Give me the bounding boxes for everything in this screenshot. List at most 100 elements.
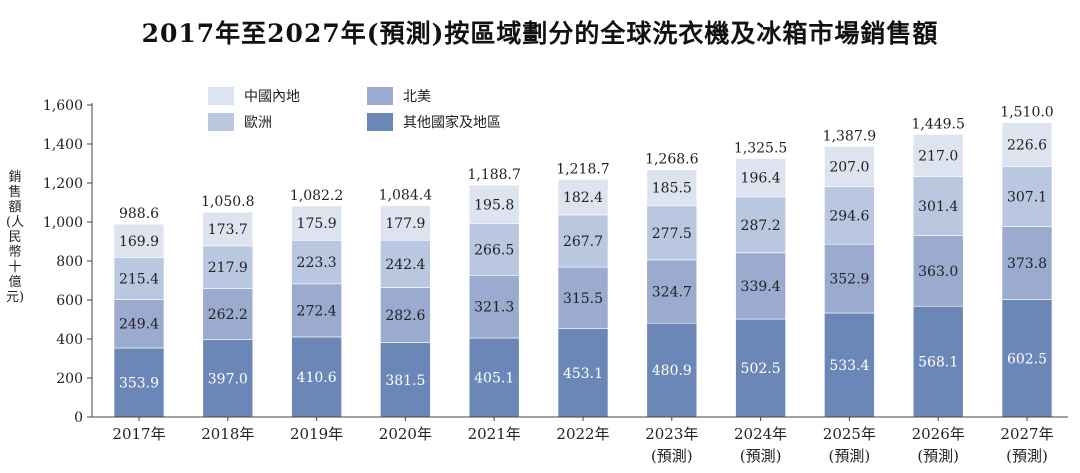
data-label: 324.7 xyxy=(652,285,692,301)
legend-swatch xyxy=(208,113,234,131)
bar-segment xyxy=(380,239,431,288)
data-label: 307.1 xyxy=(1007,190,1047,206)
y-tick-label: 400 xyxy=(56,332,83,348)
data-label: 177.9 xyxy=(385,216,425,232)
bars-group: 353.9 249.4 215.4 169.9 988.6 397.0 262.2 217.9… xyxy=(113,105,1054,418)
data-label: 277.5 xyxy=(652,226,692,242)
x-tick-label: 2020年 xyxy=(379,425,432,443)
data-label: 266.5 xyxy=(474,242,514,258)
data-label: 262.2 xyxy=(208,307,248,323)
data-label: 363.0 xyxy=(918,264,958,280)
y-tick-label: 1,600 xyxy=(43,98,83,114)
x-tick-label: 2017年 xyxy=(112,425,165,443)
y-tick-label: 600 xyxy=(56,293,83,309)
data-label: 353.9 xyxy=(119,375,159,391)
data-label: 339.4 xyxy=(741,279,781,295)
data-label: 217.9 xyxy=(208,260,248,276)
data-label: 321.3 xyxy=(474,300,514,316)
data-label: 195.8 xyxy=(474,197,514,213)
data-label: 226.6 xyxy=(1007,138,1047,154)
bar-segment xyxy=(291,239,342,285)
bar-segment xyxy=(735,252,786,320)
bar-segment xyxy=(468,184,520,224)
total-label: 1,218.7 xyxy=(556,161,609,177)
total-label: 1,084.4 xyxy=(379,188,433,204)
bar-segment xyxy=(557,328,609,418)
data-label: 480.9 xyxy=(652,363,692,379)
y-tick-label: 1,000 xyxy=(43,215,83,231)
data-label: 533.4 xyxy=(829,358,869,374)
bar-segment xyxy=(468,275,520,339)
data-label: 249.4 xyxy=(119,317,159,333)
y-tick-label: 200 xyxy=(56,371,83,387)
x-tick-label: 2026年 xyxy=(912,425,965,443)
data-label: 217.0 xyxy=(918,149,958,165)
data-label: 173.7 xyxy=(208,222,248,238)
y-axis-label: 銷售額(人民幣十億元) xyxy=(6,170,25,305)
data-label: 602.5 xyxy=(1007,351,1047,367)
y-tick-label: 1,400 xyxy=(43,137,83,153)
x-tick-note: (預測) xyxy=(1006,447,1048,465)
legend-label: 北美 xyxy=(403,89,431,105)
legend-swatch xyxy=(367,113,393,131)
bar-segment xyxy=(735,158,786,198)
bar-segment xyxy=(1001,122,1053,168)
total-label: 1,050.8 xyxy=(201,194,254,210)
bar-segment xyxy=(646,169,698,207)
bar-segment xyxy=(113,223,165,258)
data-label: 352.9 xyxy=(829,272,869,288)
bar-segment xyxy=(912,134,964,177)
bar-segment xyxy=(824,146,875,188)
bar-segment xyxy=(646,259,698,324)
bar-segment xyxy=(291,283,342,338)
y-tick-label: 1,200 xyxy=(43,176,83,192)
total-label: 1,268.6 xyxy=(645,152,699,168)
x-tick-label: 2019年 xyxy=(290,425,343,443)
data-label: 282.6 xyxy=(385,308,425,324)
bar-segment xyxy=(202,288,254,340)
total-label: 988.6 xyxy=(119,206,159,222)
bar-segment xyxy=(646,205,698,261)
bar-segment xyxy=(557,266,609,329)
data-label: 207.0 xyxy=(829,160,869,176)
legend-label: 歐洲 xyxy=(244,115,272,131)
data-label: 502.5 xyxy=(741,361,781,377)
x-tick-note: (預測) xyxy=(829,447,871,465)
legend-label: 中國內地 xyxy=(244,89,300,105)
data-label: 294.6 xyxy=(829,208,869,224)
bar-segment xyxy=(557,214,609,268)
data-label: 397.0 xyxy=(208,371,248,387)
chart-title: 2017年至2027年(預測)按區域劃分的全球洗衣機及冰箱市場銷售額 xyxy=(141,19,939,48)
data-label: 381.5 xyxy=(385,373,425,389)
data-label: 453.1 xyxy=(563,366,603,382)
x-tick-note: (預測) xyxy=(917,447,959,465)
legend-swatch xyxy=(208,87,234,105)
bar-segment xyxy=(824,243,875,314)
bar-segment xyxy=(1001,299,1053,418)
data-label: 287.2 xyxy=(741,218,781,234)
x-tick-label: 2027年 xyxy=(1000,425,1053,443)
x-tick-label: 2024年 xyxy=(734,425,787,443)
data-label: 301.4 xyxy=(918,199,958,215)
bar-segment xyxy=(202,245,254,289)
x-tick-note: (預測) xyxy=(740,447,782,465)
data-label: 315.5 xyxy=(563,291,603,307)
total-label: 1,325.5 xyxy=(734,141,787,157)
total-label: 1,449.5 xyxy=(911,116,964,132)
data-label: 185.5 xyxy=(652,181,692,197)
bar-segment xyxy=(380,287,431,343)
x-tick-note: (預測) xyxy=(651,447,693,465)
total-label: 1,387.9 xyxy=(823,128,876,144)
x-tick-label: 2018年 xyxy=(201,425,254,443)
data-label: 175.9 xyxy=(297,216,337,232)
bar-segment xyxy=(380,342,431,418)
bar-segment xyxy=(291,336,342,418)
data-label: 182.4 xyxy=(563,190,603,206)
x-tick-label: 2023年 xyxy=(645,425,698,443)
bar-segment xyxy=(1001,166,1053,227)
bar-segment xyxy=(557,179,609,216)
data-label: 242.4 xyxy=(385,257,425,273)
total-label: 1,510.0 xyxy=(1000,105,1053,121)
